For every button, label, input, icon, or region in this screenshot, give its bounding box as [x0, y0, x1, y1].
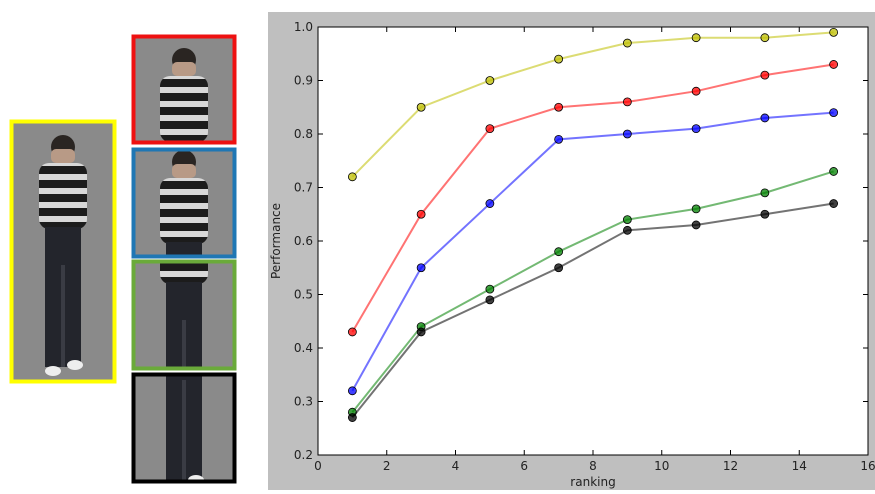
y-tick-label: 0.4: [294, 341, 313, 355]
data-point: [761, 71, 769, 79]
x-tick-label: 10: [654, 459, 669, 473]
y-tick-label: 0.9: [294, 74, 313, 88]
data-point: [348, 173, 356, 181]
data-point: [692, 205, 700, 213]
y-tick-label: 1.0: [294, 20, 313, 34]
y-tick-label: 0.5: [294, 288, 313, 302]
plot-area: [318, 27, 868, 455]
data-point: [623, 39, 631, 47]
data-point: [761, 34, 769, 42]
data-point: [555, 248, 563, 256]
data-point: [830, 28, 838, 36]
data-point: [417, 210, 425, 218]
x-tick-label: 16: [860, 459, 875, 473]
data-point: [555, 264, 563, 272]
x-tick-label: 8: [589, 459, 597, 473]
data-point: [555, 135, 563, 143]
data-point: [486, 200, 494, 208]
data-point: [417, 264, 425, 272]
data-point: [623, 130, 631, 138]
data-point: [348, 414, 356, 422]
y-axis-label: Performance: [269, 203, 283, 279]
y-tick-label: 0.2: [294, 448, 313, 462]
data-point: [348, 387, 356, 395]
data-point: [348, 328, 356, 336]
query-image: [10, 120, 116, 383]
data-point: [830, 200, 838, 208]
data-point: [486, 77, 494, 85]
data-point: [486, 296, 494, 304]
x-tick-label: 2: [383, 459, 391, 473]
data-point: [417, 328, 425, 336]
data-point: [692, 221, 700, 229]
data-point: [555, 103, 563, 111]
y-tick-label: 0.7: [294, 181, 313, 195]
page: {"chart_data": {"type": "line", "xlabel"…: [0, 0, 875, 490]
data-point: [830, 109, 838, 117]
x-tick-label: 4: [452, 459, 460, 473]
y-tick-label: 0.3: [294, 395, 313, 409]
y-tick-label: 0.8: [294, 127, 313, 141]
data-point: [830, 60, 838, 68]
data-point: [761, 189, 769, 197]
x-axis-label: ranking: [570, 475, 615, 489]
data-point: [623, 216, 631, 224]
data-point: [417, 103, 425, 111]
x-tick-label: 6: [520, 459, 528, 473]
figure: ranking Performance 0.2 0.3 0.4 0.5 0.6 0.7 0.…: [0, 0, 875, 490]
data-point: [692, 125, 700, 133]
data-point: [555, 55, 563, 63]
data-point: [486, 285, 494, 293]
x-tick-label: 12: [723, 459, 738, 473]
data-point: [486, 125, 494, 133]
data-point: [692, 34, 700, 42]
data-point: [692, 87, 700, 95]
data-point: [761, 114, 769, 122]
x-tick-label: 14: [792, 459, 807, 473]
data-point: [623, 226, 631, 234]
x-tick-label: 0: [314, 459, 322, 473]
data-point: [623, 98, 631, 106]
y-tick-label: 0.6: [294, 234, 313, 248]
data-point: [830, 167, 838, 175]
data-point: [761, 210, 769, 218]
